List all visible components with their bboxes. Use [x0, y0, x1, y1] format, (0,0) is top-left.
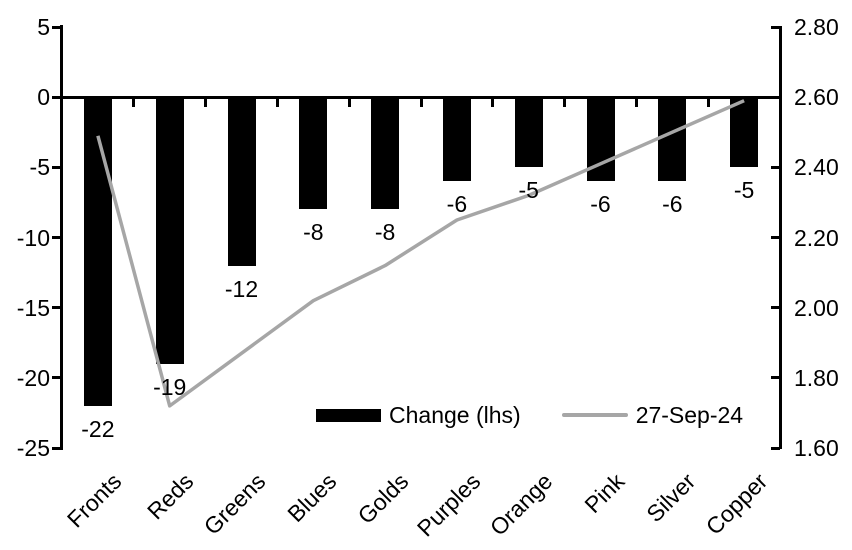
left-axis-tick [52, 25, 61, 29]
left-axis-tick [52, 165, 61, 169]
right-axis-tick-label: 2.80 [794, 14, 839, 40]
right-axis-tick-label: 2.60 [794, 84, 839, 111]
legend-label-change-lhs: Change (lhs) [389, 402, 521, 428]
right-axis-tick [771, 95, 780, 99]
left-axis-tick-label: -5 [29, 154, 50, 181]
left-axis-tick-label: -15 [16, 294, 50, 321]
bar-purples [442, 97, 471, 182]
left-axis-tick [52, 446, 61, 450]
category-axis-tick [347, 98, 351, 107]
legend: Change (lhs) 27-Sep-24 [316, 401, 743, 429]
right-axis-line [779, 26, 782, 449]
category-axis-tick [634, 98, 638, 107]
bar-value-label-golds: -8 [374, 219, 396, 246]
bar-reds [155, 97, 184, 364]
bar-greens [227, 97, 256, 266]
right-axis-tick-label: 1.60 [794, 435, 839, 461]
bar-golds [371, 97, 400, 210]
left-axis-tick-label: -10 [16, 224, 50, 251]
right-axis-tick [771, 25, 780, 29]
right-axis-tick [771, 446, 780, 450]
bar-value-label-silver: -6 [662, 191, 683, 218]
bar-blues [299, 97, 328, 210]
right-axis-tick [771, 236, 780, 239]
category-axis-tick [491, 98, 495, 107]
zero-axis-line [60, 95, 782, 99]
right-axis-tick-label: 2.20 [794, 224, 839, 251]
category-axis-tick [204, 98, 208, 107]
right-axis-tick-label: 2.40 [794, 154, 839, 181]
bar-value-label-orange: -5 [518, 177, 539, 204]
category-axis-tick [275, 98, 279, 107]
right-axis-tick-label: 2.00 [794, 294, 839, 321]
right-axis-tick-label: 1.80 [794, 364, 839, 391]
bar-value-label-greens: -12 [224, 275, 259, 302]
left-axis-tick-label: 0 [37, 84, 50, 111]
right-axis-tick [771, 376, 780, 380]
line-27-sep-24 [96, 99, 745, 408]
category-axis-tick [419, 98, 423, 107]
bar-value-label-blues: -8 [303, 219, 324, 246]
left-axis-tick [52, 306, 61, 310]
left-axis-tick [52, 95, 61, 99]
bar-value-label-pink: -6 [590, 191, 611, 218]
category-axis-tick [563, 98, 567, 107]
left-axis-tick [52, 376, 61, 380]
left-axis-line [60, 25, 63, 450]
left-axis-tick-label: -20 [16, 364, 50, 391]
right-axis-tick [771, 165, 780, 169]
right-axis-tick [771, 306, 780, 310]
legend-bar-swatch-icon [316, 408, 381, 422]
bar-value-label-reds: -19 [153, 373, 187, 400]
bar-pink [586, 97, 615, 182]
category-axis-tick [706, 98, 710, 107]
left-axis-tick-label: 5 [37, 14, 50, 40]
category-label-fronts: Fronts [61, 468, 127, 533]
legend-item-change-lhs: Change (lhs) [316, 401, 521, 429]
bar-orange [514, 97, 543, 168]
bar-fronts [83, 97, 112, 406]
bar-silver [658, 97, 687, 182]
legend-item-27-sep-24: 27-Sep-24 [561, 401, 744, 429]
bar-value-label-purples: -6 [446, 191, 468, 218]
bar-value-label-copper: -5 [733, 177, 755, 204]
bar-value-label-fronts: -22 [81, 415, 115, 442]
bar-copper [730, 97, 759, 168]
left-axis-tick-label: -25 [16, 435, 50, 461]
category-axis-tick [132, 98, 136, 107]
legend-line-swatch-icon [561, 413, 628, 417]
left-axis-tick [52, 236, 61, 239]
legend-label-27-sep-24: 27-Sep-24 [635, 402, 744, 428]
